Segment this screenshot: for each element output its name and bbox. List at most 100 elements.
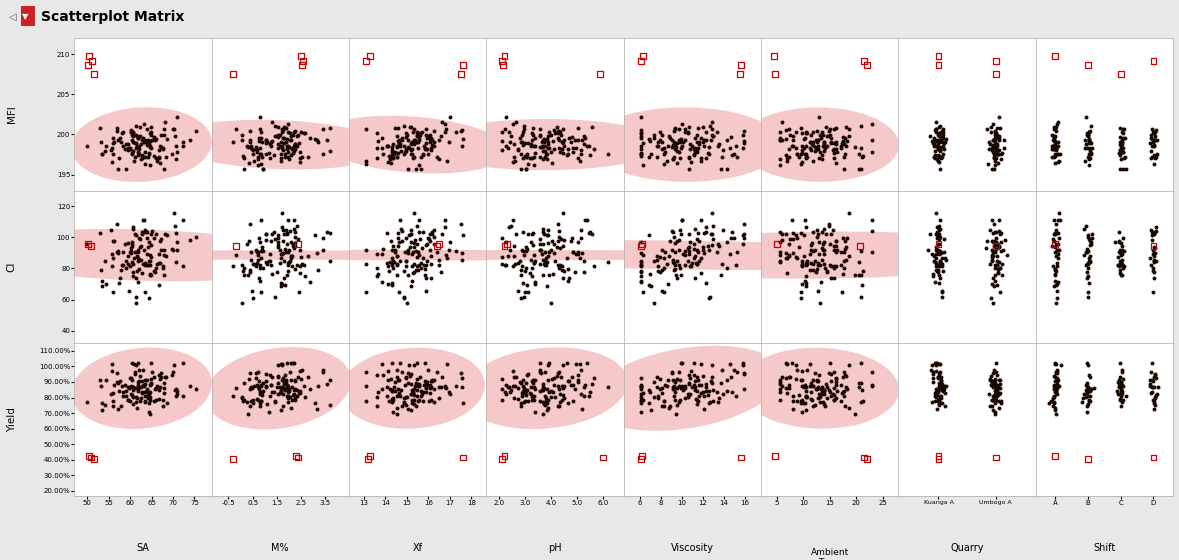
Point — [388, 152, 407, 161]
Point — [531, 386, 549, 395]
Point — [792, 382, 811, 391]
Point — [1112, 144, 1131, 153]
Point — [776, 374, 795, 382]
Point — [983, 253, 1002, 262]
Point — [271, 282, 290, 291]
Point — [368, 371, 387, 380]
Point — [839, 124, 858, 133]
Point — [689, 396, 707, 405]
Point — [271, 130, 290, 139]
Point — [984, 393, 1003, 402]
Point — [826, 124, 845, 133]
Point — [525, 250, 544, 259]
Point — [92, 277, 111, 286]
Point — [930, 250, 949, 259]
Point — [1113, 134, 1132, 143]
Point — [556, 151, 575, 160]
Point — [241, 127, 259, 136]
Point — [401, 230, 420, 239]
Point — [281, 226, 299, 235]
Point — [288, 221, 307, 230]
Point — [681, 238, 700, 247]
Point — [574, 267, 593, 276]
Point — [146, 153, 165, 162]
Point — [130, 149, 149, 158]
Point — [784, 131, 803, 140]
Point — [718, 164, 737, 173]
Point — [495, 124, 514, 133]
Point — [388, 392, 407, 401]
Point — [1109, 375, 1128, 384]
Point — [278, 248, 297, 256]
Point — [136, 288, 154, 297]
Point — [125, 367, 144, 376]
Point — [129, 278, 147, 287]
Point — [992, 237, 1010, 246]
Point — [284, 142, 303, 151]
Point — [521, 389, 540, 398]
Point — [689, 229, 707, 238]
Point — [525, 141, 544, 150]
Point — [124, 259, 143, 268]
Point — [402, 123, 421, 132]
Point — [929, 381, 948, 390]
Point — [390, 391, 409, 400]
Point — [1079, 391, 1098, 400]
Point — [123, 258, 141, 267]
Point — [285, 141, 304, 150]
Point — [1078, 381, 1096, 390]
Point — [676, 127, 694, 136]
Point — [1046, 405, 1065, 414]
Point — [131, 234, 150, 243]
Point — [990, 242, 1009, 251]
Point — [1112, 259, 1131, 268]
Point — [382, 279, 401, 288]
Point — [399, 249, 417, 258]
Point — [518, 281, 536, 290]
Point — [275, 273, 294, 282]
Point — [654, 253, 673, 262]
Point — [369, 136, 388, 145]
Point — [421, 229, 440, 238]
Point — [261, 371, 279, 380]
Point — [804, 127, 823, 136]
Point — [104, 401, 123, 410]
Point — [665, 385, 684, 394]
Point — [631, 128, 650, 137]
Point — [123, 131, 141, 140]
Point — [692, 360, 711, 369]
Point — [248, 146, 266, 155]
Point — [673, 119, 692, 128]
Text: Xf: Xf — [413, 543, 422, 553]
Point — [689, 375, 707, 384]
Point — [554, 242, 573, 251]
Point — [1048, 149, 1067, 158]
Point — [929, 234, 948, 243]
Point — [124, 393, 143, 402]
Point — [417, 377, 436, 386]
Point — [514, 250, 533, 259]
Point — [548, 401, 567, 410]
Point — [436, 119, 455, 128]
Point — [539, 225, 558, 234]
Point — [631, 382, 650, 391]
Point — [548, 127, 567, 136]
Point — [292, 374, 311, 383]
Point — [277, 138, 296, 147]
Point — [562, 234, 581, 242]
Point — [1048, 158, 1067, 167]
Point — [114, 392, 133, 401]
Point — [929, 234, 948, 242]
Point — [704, 221, 723, 230]
Point — [132, 382, 151, 391]
Point — [1046, 281, 1065, 290]
Point — [792, 150, 811, 158]
Point — [835, 139, 854, 148]
Point — [992, 247, 1010, 256]
Point — [126, 392, 145, 401]
Point — [931, 136, 950, 144]
Point — [158, 231, 177, 240]
Point — [690, 380, 709, 389]
Point — [929, 60, 948, 69]
Point — [421, 146, 440, 155]
